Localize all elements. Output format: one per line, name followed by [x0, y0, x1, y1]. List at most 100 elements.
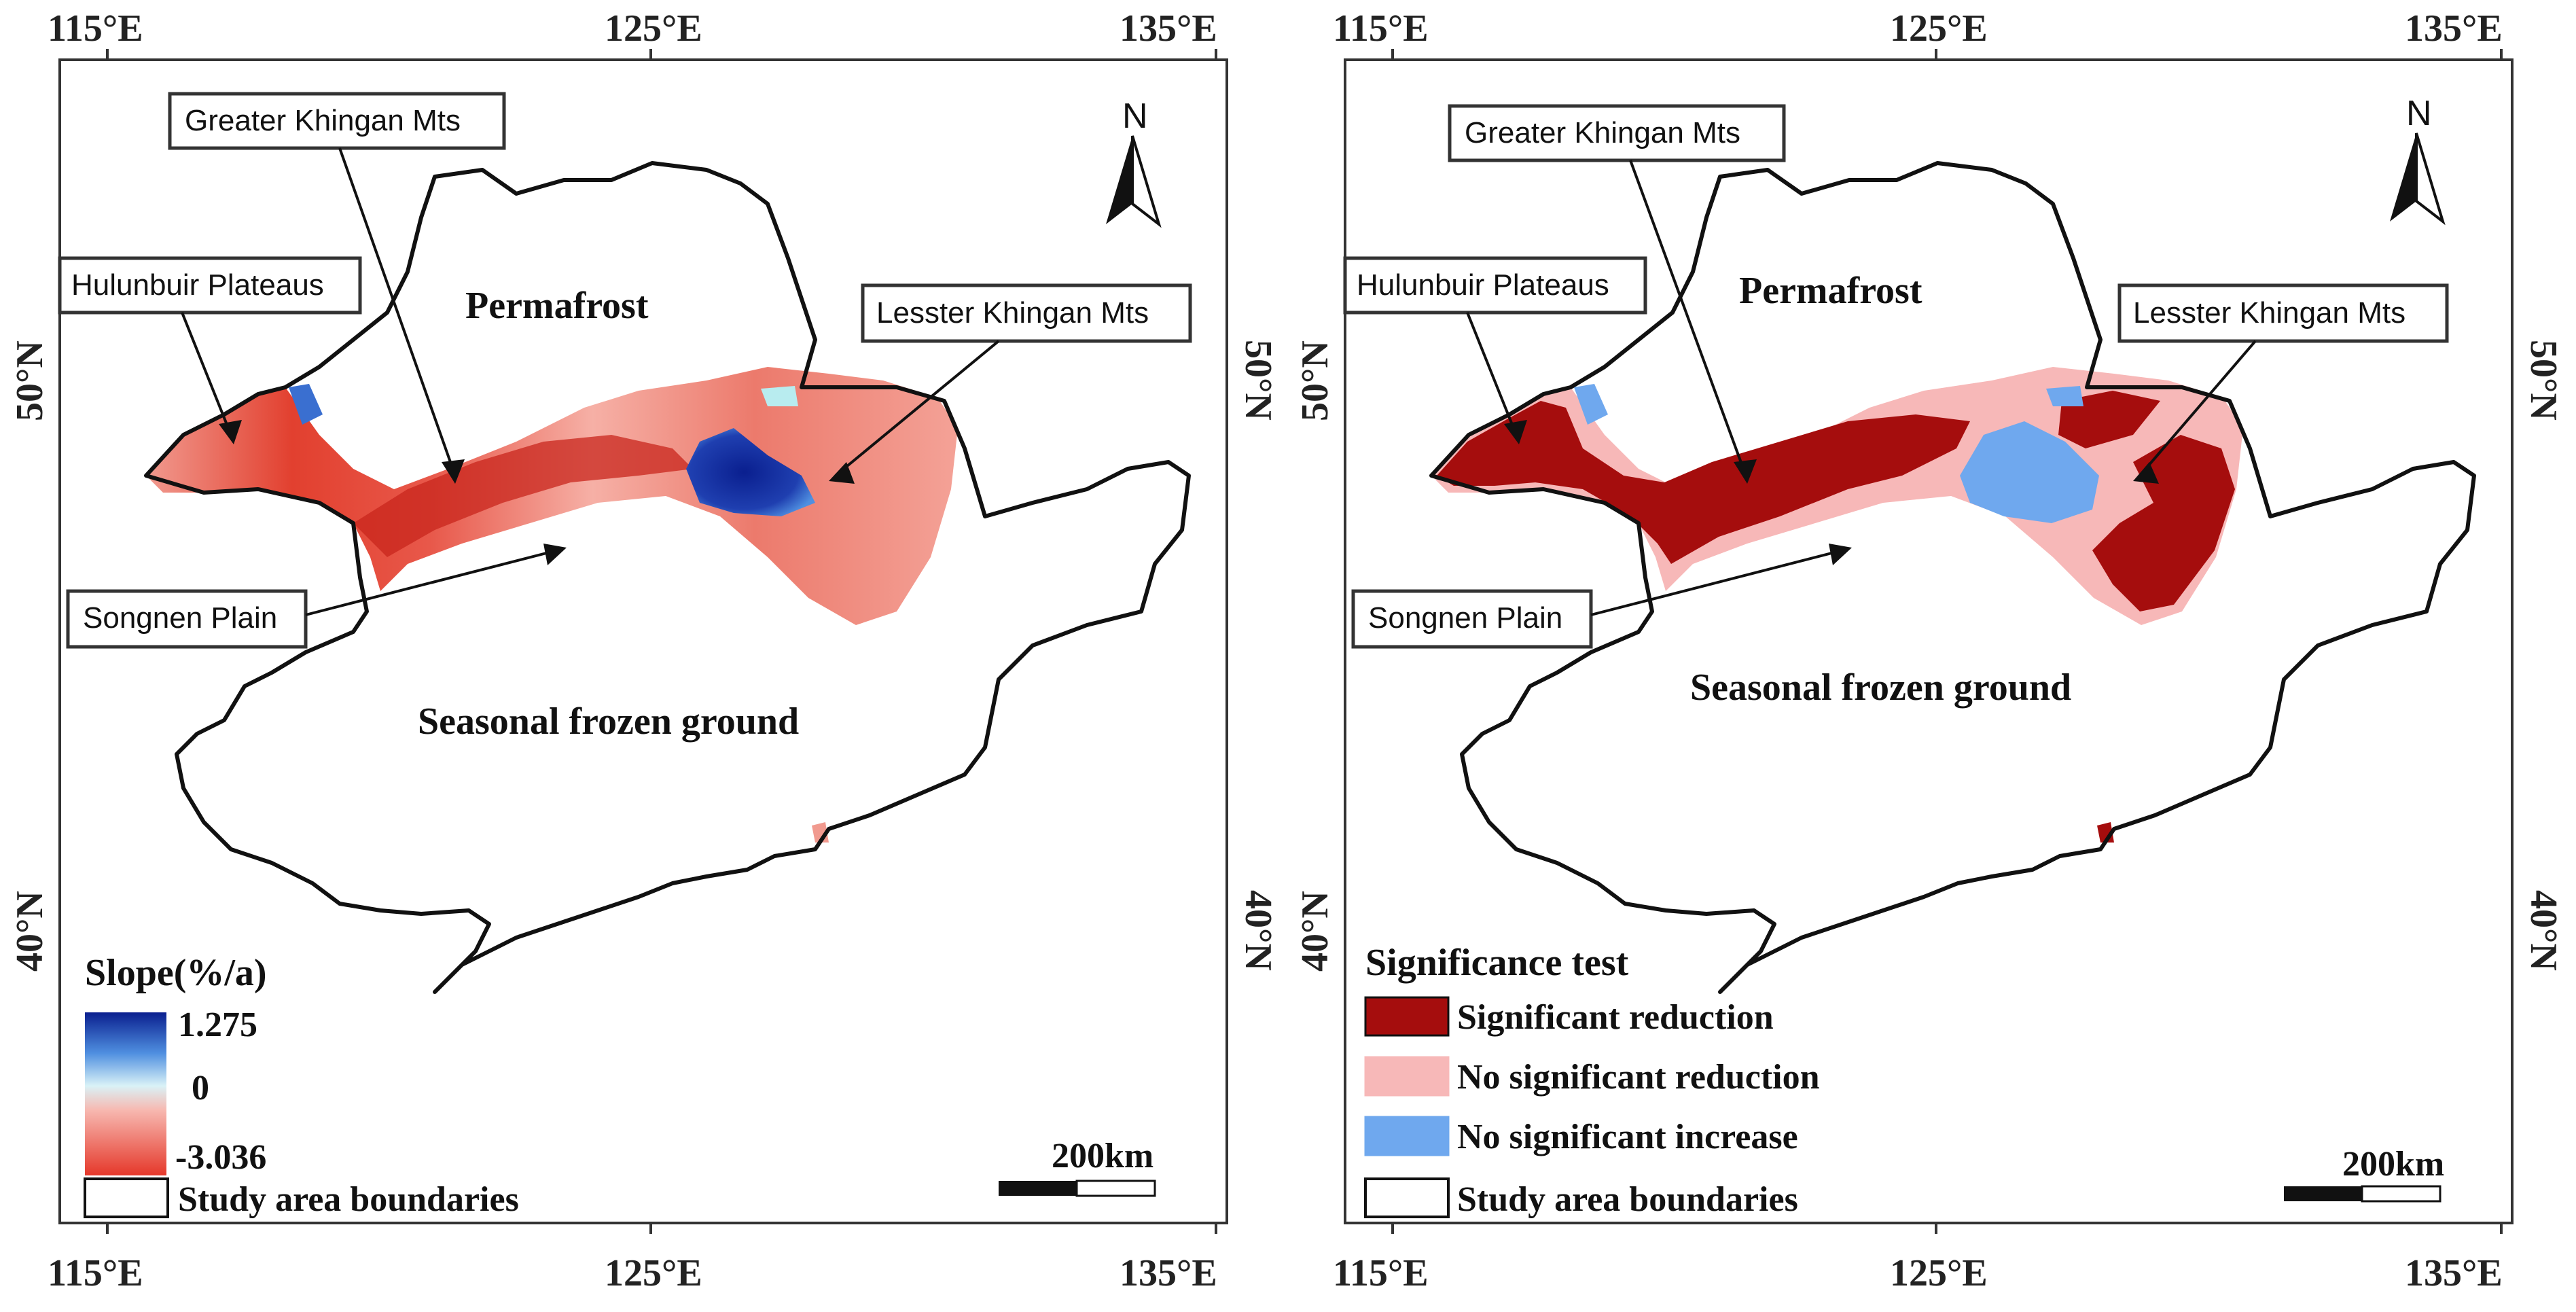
north-label: N: [1122, 96, 1148, 136]
north-arrow-left: [2390, 133, 2416, 221]
arrowhead: [442, 459, 465, 484]
tick-left-50n: 50°N: [9, 340, 51, 421]
region-label-permafrost: Permafrost: [1739, 270, 1922, 312]
legend-title: Slope(%/a): [85, 952, 267, 994]
significant-reduction-west: [1437, 401, 1970, 564]
slope-near-zero: [761, 386, 798, 406]
tick-right-50n: 50°N: [2522, 340, 2564, 421]
north-arrow: N: [2390, 94, 2446, 226]
arrowhead: [1734, 459, 1757, 484]
scale-segment-light: [1075, 1180, 1156, 1197]
scale-bar: 200km: [2284, 1145, 2444, 1203]
tick-top-135e: 135°E: [2405, 7, 2503, 50]
callout-label: Greater Khingan Mts: [185, 104, 461, 137]
legend-color-ramp: [85, 1012, 166, 1175]
legend: Slope(%/a) 1.275 0 -3.036 Study area bou…: [84, 952, 519, 1219]
scale-segment-light: [2361, 1185, 2441, 1203]
no-significant-increase-patch: [1960, 421, 2099, 523]
slope-increase-patch: [686, 428, 815, 516]
scale-segment-dark: [2284, 1186, 2362, 1201]
tick-bottom-125e: 125°E: [1890, 1252, 1988, 1294]
tick-bottom-135e: 135°E: [2405, 1252, 2503, 1294]
no-significant-increase-north: [2046, 386, 2083, 406]
legend-swatch-no-significant-reduction: [1364, 1056, 1450, 1097]
region-label-permafrost: Permafrost: [465, 285, 649, 327]
scale-bar: 200km: [999, 1137, 1156, 1197]
callout-label: Songnen Plain: [83, 601, 277, 635]
arrowhead: [1504, 420, 1527, 444]
slope-raster: [146, 367, 958, 843]
tick-bottom-135e: 135°E: [1120, 1252, 1217, 1294]
tick-top-115e: 115°E: [1333, 7, 1429, 50]
tick-bottom-125e: 125°E: [605, 1252, 702, 1294]
legend-boundary-swatch: [1364, 1177, 1450, 1218]
callout-lesster-khingan: Lesster Khingan Mts: [2117, 283, 2449, 484]
scale-label: 200km: [2342, 1145, 2444, 1184]
slope-strong-reduction: [353, 435, 693, 557]
legend-boundary-swatch: [84, 1177, 169, 1218]
scale-segment-dark: [999, 1181, 1077, 1196]
callout-label: Lesster Khingan Mts: [2133, 296, 2405, 330]
callout-label: Hulunbuir Plateaus: [1357, 268, 1609, 302]
slope-increase-small: [289, 384, 323, 425]
tick-left-40n: 40°N: [9, 891, 51, 972]
legend-min-label: -3.036: [175, 1138, 266, 1177]
tick-top-115e: 115°E: [48, 7, 143, 50]
callout-hulunbuir: Hulunbuir Plateaus: [1343, 256, 1647, 444]
slope-band: [146, 367, 958, 625]
legend-label-no-significant-reduction: No significant reduction: [1457, 1058, 1820, 1097]
map-panel-significance: 115°E 125°E 135°E 115°E 125°E 135°E 50°N…: [1294, 7, 2564, 1294]
legend-title: Significance test: [1365, 942, 1629, 984]
arrowhead: [2133, 462, 2159, 484]
callout-label: Lesster Khingan Mts: [876, 296, 1149, 330]
legend-swatch-no-significant-increase: [1364, 1116, 1450, 1156]
callout-greater-khingan: Greater Khingan Mts: [168, 92, 506, 484]
arrowhead: [829, 462, 855, 484]
arrowhead: [219, 420, 242, 444]
tick-top-135e: 135°E: [1120, 7, 1217, 50]
tick-right-40n: 40°N: [2522, 890, 2564, 971]
arrowhead: [543, 544, 567, 565]
north-arrow-left: [1106, 136, 1132, 224]
north-arrow: N: [1106, 96, 1162, 228]
legend-max-label: 1.275: [178, 1006, 257, 1044]
tick-bottom-115e: 115°E: [48, 1252, 143, 1294]
callout-greater-khingan: Greater Khingan Mts: [1448, 104, 1786, 484]
legend-swatch-significant-reduction: [1364, 996, 1450, 1037]
tick-top-125e: 125°E: [1890, 7, 1988, 50]
scale-label: 200km: [1052, 1137, 1153, 1175]
callout-songnen: Songnen Plain: [66, 544, 567, 649]
legend-zero-label: 0: [192, 1069, 209, 1107]
significance-raster: [1431, 367, 2243, 843]
tick-top-125e: 125°E: [605, 7, 702, 50]
legend-label-significant-reduction: Significant reduction: [1457, 998, 1774, 1037]
callout-label: Greater Khingan Mts: [1465, 116, 1740, 149]
north-arrow-right: [2415, 132, 2446, 226]
legend-boundary-label: Study area boundaries: [178, 1180, 519, 1219]
tick-right-40n: 40°N: [1237, 890, 1279, 971]
tick-bottom-115e: 115°E: [1333, 1252, 1429, 1294]
callout-label: Songnen Plain: [1368, 601, 1562, 635]
legend-label-no-significant-increase: No significant increase: [1457, 1118, 1798, 1156]
callout-songnen: Songnen Plain: [1351, 544, 1852, 649]
region-label-seasonal: Seasonal frozen ground: [418, 701, 799, 743]
legend-boundary-label: Study area boundaries: [1457, 1180, 1798, 1219]
no-significant-increase-small: [1574, 384, 1608, 425]
study-area-boundary: [1429, 161, 2476, 994]
callout-hulunbuir: Hulunbuir Plateaus: [58, 256, 362, 444]
legend: Significance test Significant reduction …: [1364, 942, 1820, 1219]
tick-marks: [1391, 49, 2503, 1234]
north-label: N: [2406, 94, 2432, 133]
tick-left-40n: 40°N: [1294, 891, 1336, 972]
arrowhead: [1829, 544, 1852, 565]
callout-label: Hulunbuir Plateaus: [71, 268, 324, 302]
tick-left-50n: 50°N: [1294, 340, 1336, 421]
callout-lesster-khingan: Lesster Khingan Mts: [829, 283, 1192, 484]
north-arrow-right: [1131, 135, 1162, 228]
significant-reduction-east: [2092, 435, 2235, 611]
significant-reduction-northeast: [2058, 391, 2160, 448]
map-panel-slope: 115°E 125°E 135°E 115°E 125°E 135°E 50°N…: [9, 7, 1279, 1294]
study-area-boundary: [144, 161, 1191, 994]
region-label-seasonal: Seasonal frozen ground: [1690, 667, 2071, 709]
